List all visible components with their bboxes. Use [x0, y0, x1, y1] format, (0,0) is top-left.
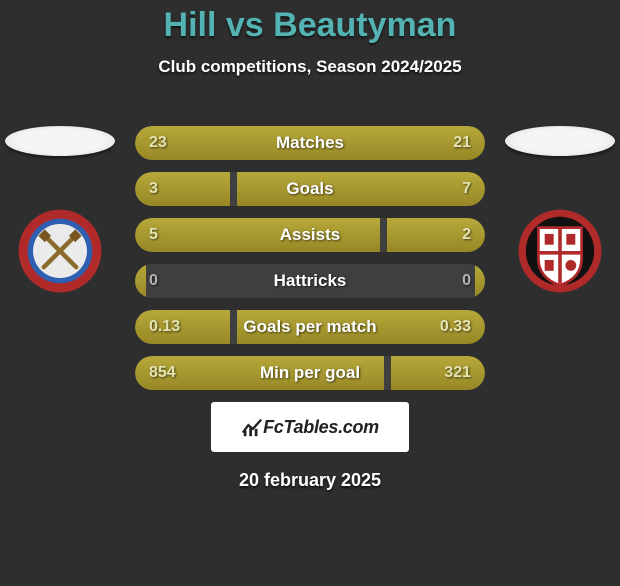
metric-value-right: 0 [462, 264, 471, 298]
metric-row: Assists5 2 [135, 218, 485, 252]
metric-label: Matches [135, 126, 485, 160]
metric-row: Matches23 21 [135, 126, 485, 160]
metric-value-left: 0 [149, 264, 158, 298]
player-silhouette-left [5, 126, 115, 156]
metric-value-left: 854 [149, 356, 176, 390]
branding-label: FcTables.com [263, 417, 379, 438]
stats-icon [241, 416, 263, 438]
player-silhouette-right [505, 126, 615, 156]
metric-row: Goals3 7 [135, 172, 485, 206]
club-crest-right [510, 206, 610, 296]
metric-row: Goals per match0.13 0.33 [135, 310, 485, 344]
metric-label: Goals [135, 172, 485, 206]
metric-label: Hattricks [135, 264, 485, 298]
metric-label: Goals per match [135, 310, 485, 344]
metric-value-left: 23 [149, 126, 167, 160]
metric-value-left: 3 [149, 172, 158, 206]
club-crest-left [10, 206, 110, 296]
branding-badge: FcTables.com [211, 402, 409, 452]
metric-label: Assists [135, 218, 485, 252]
metric-value-left: 0.13 [149, 310, 180, 344]
metrics-panel: Matches23 21 Goals3 7 Assists5 2 Hattricks0 0 Go… [135, 126, 485, 402]
metric-value-right: 7 [462, 172, 471, 206]
metric-row: Min per goal854 321 [135, 356, 485, 390]
metric-value-right: 0.33 [440, 310, 471, 344]
metric-row: Hattricks0 0 [135, 264, 485, 298]
metric-value-right: 321 [444, 356, 471, 390]
metric-label: Min per goal [135, 356, 485, 390]
comparison-card: Hill vs Beautyman Club competitions, Sea… [0, 6, 620, 586]
metric-value-left: 5 [149, 218, 158, 252]
player-column-left [0, 126, 120, 296]
subtitle: Club competitions, Season 2024/2025 [0, 57, 620, 77]
date-label: 20 february 2025 [0, 470, 620, 491]
metric-value-right: 2 [462, 218, 471, 252]
page-title: Hill vs Beautyman [0, 6, 620, 45]
player-column-right [500, 126, 620, 296]
metric-value-right: 21 [453, 126, 471, 160]
